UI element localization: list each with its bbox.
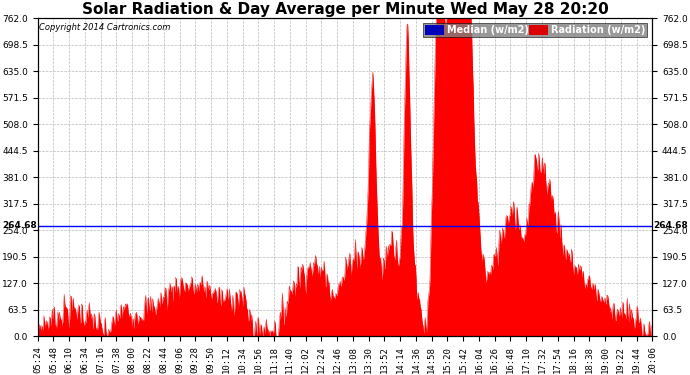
Text: Copyright 2014 Cartronics.com: Copyright 2014 Cartronics.com <box>39 23 170 32</box>
Legend: Median (w/m2), Radiation (w/m2): Median (w/m2), Radiation (w/m2) <box>422 23 647 37</box>
Text: 264.68: 264.68 <box>653 221 688 230</box>
Title: Solar Radiation & Day Average per Minute Wed May 28 20:20: Solar Radiation & Day Average per Minute… <box>81 2 609 17</box>
Text: 264.68: 264.68 <box>2 221 37 230</box>
